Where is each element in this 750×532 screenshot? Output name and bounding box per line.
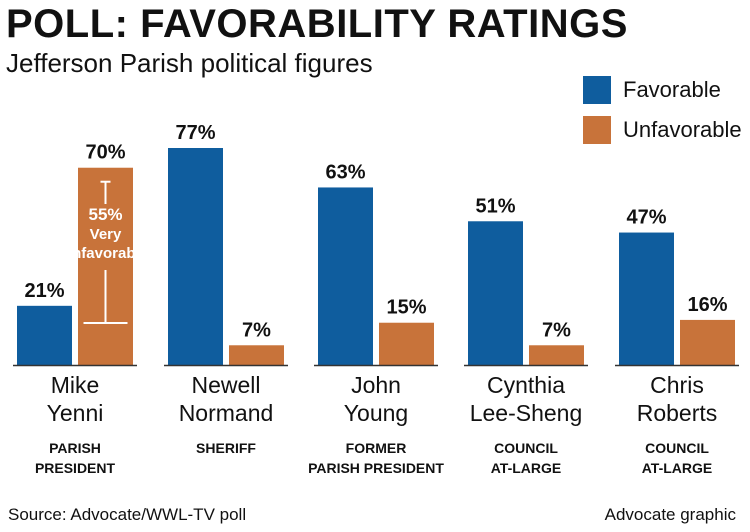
category-role: AT-LARGE [491, 460, 562, 476]
chart-title: POLL: FAVORABILITY RATINGS [6, 2, 628, 46]
category-role: COUNCIL [494, 440, 558, 456]
category-name: Chris [650, 372, 704, 398]
category-name: Newell [191, 372, 260, 398]
data-label: 47% [626, 207, 666, 229]
bar-favorable [168, 148, 223, 365]
category-name: Cynthia [487, 372, 565, 398]
category-role: PRESIDENT [35, 460, 116, 476]
legend-favorable-swatch [583, 76, 611, 104]
category-name: Mike [51, 372, 100, 398]
bar-favorable [468, 221, 523, 365]
category-name: Normand [179, 400, 274, 426]
category-role: PARISH PRESIDENT [308, 460, 444, 476]
category-role: COUNCIL [645, 440, 709, 456]
bar-unfavorable [680, 319, 735, 365]
data-label: 15% [386, 297, 426, 319]
category-name: Lee-Sheng [470, 400, 583, 426]
annotation-text: Very [90, 226, 122, 243]
annotation-text: unfavorable [63, 245, 148, 262]
bar-unfavorable [379, 322, 434, 365]
legend-favorable: Favorable [583, 76, 721, 104]
data-label: 70% [85, 142, 125, 164]
bar-favorable [318, 187, 373, 365]
bar-unfavorable [229, 345, 284, 365]
category-name: John [351, 372, 401, 398]
bar-unfavorable [529, 345, 584, 365]
bar-favorable [619, 232, 674, 365]
category-role: PARISH [49, 440, 101, 456]
data-label: 16% [687, 294, 727, 316]
data-label: 7% [242, 319, 271, 341]
bar-favorable [17, 305, 72, 365]
legend-unfavorable-swatch [583, 116, 611, 144]
category-name: Yenni [47, 400, 104, 426]
category-role: FORMER [346, 440, 407, 456]
data-label: 51% [475, 195, 515, 217]
category-name: Roberts [637, 400, 718, 426]
category-role: SHERIFF [196, 440, 256, 456]
annotation-value: 55% [88, 205, 122, 224]
legend-unfavorable-label: Unfavorable [623, 117, 742, 142]
data-label: 77% [175, 122, 215, 144]
category-role: AT-LARGE [642, 460, 713, 476]
legend-favorable-label: Favorable [623, 77, 721, 102]
chart-subtitle: Jefferson Parish political figures [6, 48, 373, 78]
legend-unfavorable: Unfavorable [583, 116, 742, 144]
data-label: 7% [542, 319, 571, 341]
category-name: Young [344, 400, 408, 426]
source-note: Source: Advocate/WWL-TV poll [8, 505, 247, 524]
data-label: 21% [24, 280, 64, 302]
graphic-credit: Advocate graphic [604, 505, 736, 524]
data-label: 63% [325, 161, 365, 183]
